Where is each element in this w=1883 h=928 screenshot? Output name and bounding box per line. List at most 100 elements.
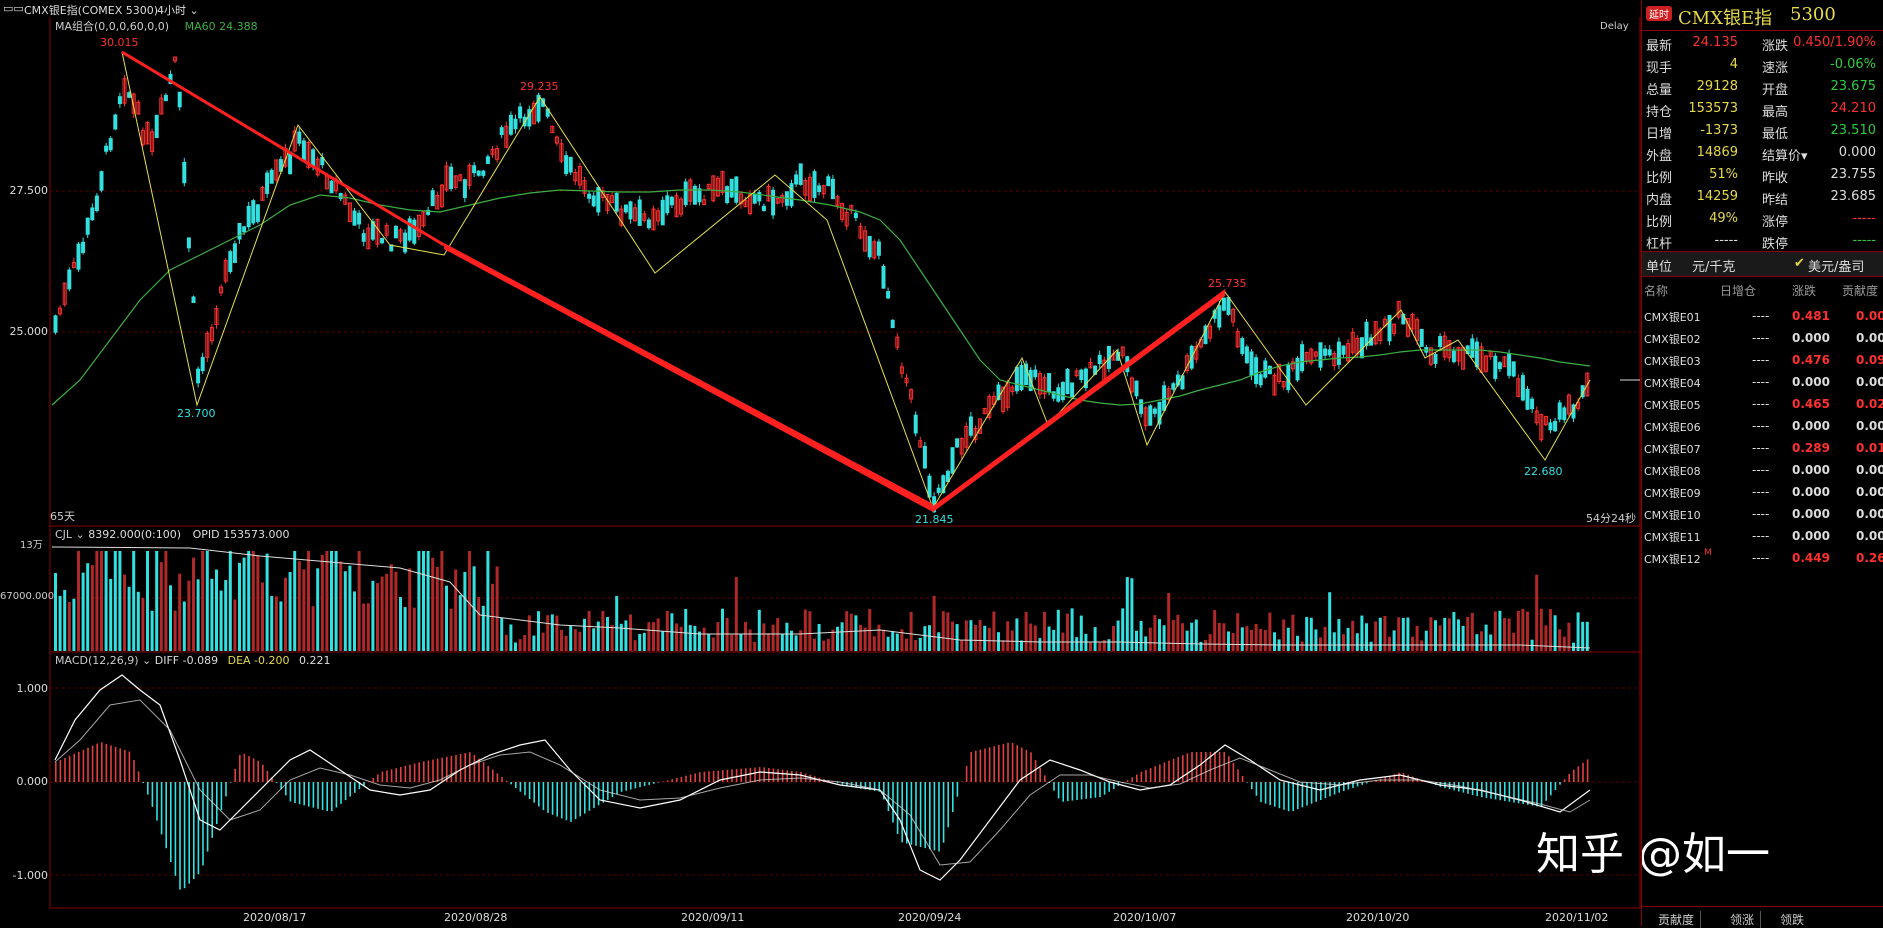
ma-combo-label[interactable]: MA组合(0,0,0,60,0,0)	[55, 20, 169, 33]
unit-alt-toggle[interactable]: 美元/盎司	[1808, 256, 1864, 275]
cjl-label[interactable]: CJL	[55, 528, 72, 541]
volume-bar	[1112, 626, 1115, 651]
macd-bar	[156, 782, 158, 821]
volume-bar	[772, 625, 775, 651]
quote-label[interactable]: 结算价▾	[1762, 145, 1808, 164]
macd-bar	[980, 750, 982, 782]
candle-body	[592, 196, 595, 206]
tab-leading-down[interactable]: 领跌	[1780, 911, 1804, 928]
volume-bar	[307, 551, 310, 651]
quote-value: 0.000	[1839, 145, 1876, 160]
macd-bar	[1030, 752, 1032, 782]
macd-bar	[1265, 782, 1267, 804]
contract-contrib: 0.00	[1856, 331, 1883, 345]
chart-canvas[interactable]	[0, 0, 1641, 926]
volume-bar	[933, 596, 936, 651]
macd-bar	[170, 782, 172, 862]
volume-bar	[776, 618, 779, 651]
candle-body	[1324, 349, 1327, 355]
volume-bar	[730, 635, 733, 651]
volume-bar	[450, 609, 453, 651]
contract-contrib: 0.00	[1856, 463, 1883, 477]
candle-body	[486, 157, 489, 164]
tab-contribution[interactable]: 贡献度	[1658, 911, 1701, 928]
volume-bar	[919, 638, 922, 651]
tab-leading-up[interactable]: 领涨	[1730, 911, 1761, 928]
volume-bar	[1172, 620, 1175, 651]
macd-bar	[1288, 782, 1290, 811]
volume-bar	[611, 625, 614, 651]
volume-bar	[1273, 632, 1276, 651]
quote-label: 涨停	[1762, 211, 1788, 230]
volume-bar	[348, 566, 351, 651]
volume-bar	[100, 551, 103, 651]
macd-bar	[147, 782, 149, 795]
macd-label[interactable]: MACD(12,26,9)	[55, 654, 139, 667]
volume-bar	[302, 569, 305, 651]
contract-oi: ----	[1752, 353, 1769, 367]
candle-body	[473, 166, 476, 173]
macd-bar	[414, 764, 416, 782]
candle-body	[404, 233, 407, 252]
macd-bar	[635, 782, 637, 788]
col-header-contrib[interactable]: 贡献度	[1842, 282, 1878, 299]
volume-bar	[137, 592, 140, 651]
macd-bar	[198, 782, 200, 874]
macd-bar	[552, 782, 554, 815]
candle-body	[726, 187, 729, 203]
volume-bar	[859, 625, 862, 651]
macd-bar	[497, 773, 499, 782]
macd-bar	[1016, 745, 1018, 782]
volume-bar	[468, 551, 471, 651]
macd-bar	[658, 782, 660, 783]
col-header-change[interactable]: 涨跌	[1792, 282, 1816, 299]
candle-body	[693, 186, 696, 204]
macd-bar	[1509, 782, 1511, 802]
macd-bar	[731, 769, 733, 782]
candle-body	[339, 193, 342, 198]
candle-body	[670, 197, 673, 204]
volume-bar	[247, 551, 250, 651]
candle-body	[1287, 365, 1290, 389]
col-header-oi[interactable]: 日增仓	[1720, 282, 1756, 299]
macd-bar	[460, 754, 462, 782]
macd-bar	[533, 782, 535, 803]
volume-bar	[1287, 628, 1290, 651]
unit-value[interactable]: 元/千克	[1692, 256, 1735, 275]
candle-body	[514, 119, 517, 128]
macd-bar	[1582, 763, 1584, 782]
contract-oi: ----	[1752, 551, 1769, 565]
macd-bar	[929, 782, 931, 849]
volume-bar	[427, 551, 430, 651]
candle-body	[1255, 358, 1258, 384]
macd-bar	[1095, 782, 1097, 798]
candle-body	[1140, 400, 1143, 414]
candle-body	[247, 206, 250, 226]
macd-axis-label: -1.000	[0, 869, 48, 882]
col-header-name[interactable]: 名称	[1644, 282, 1668, 299]
macd-bar	[1490, 782, 1492, 799]
candle-body	[1222, 298, 1225, 310]
volume-bar	[63, 590, 66, 651]
volume-bar	[1029, 624, 1032, 651]
volume-bar	[132, 551, 135, 651]
volume-bar	[1176, 615, 1179, 651]
quote-value: 24.135	[1693, 35, 1739, 50]
volume-bar	[1002, 640, 1005, 651]
macd-bar	[676, 778, 678, 782]
volume-bar	[1314, 629, 1317, 651]
